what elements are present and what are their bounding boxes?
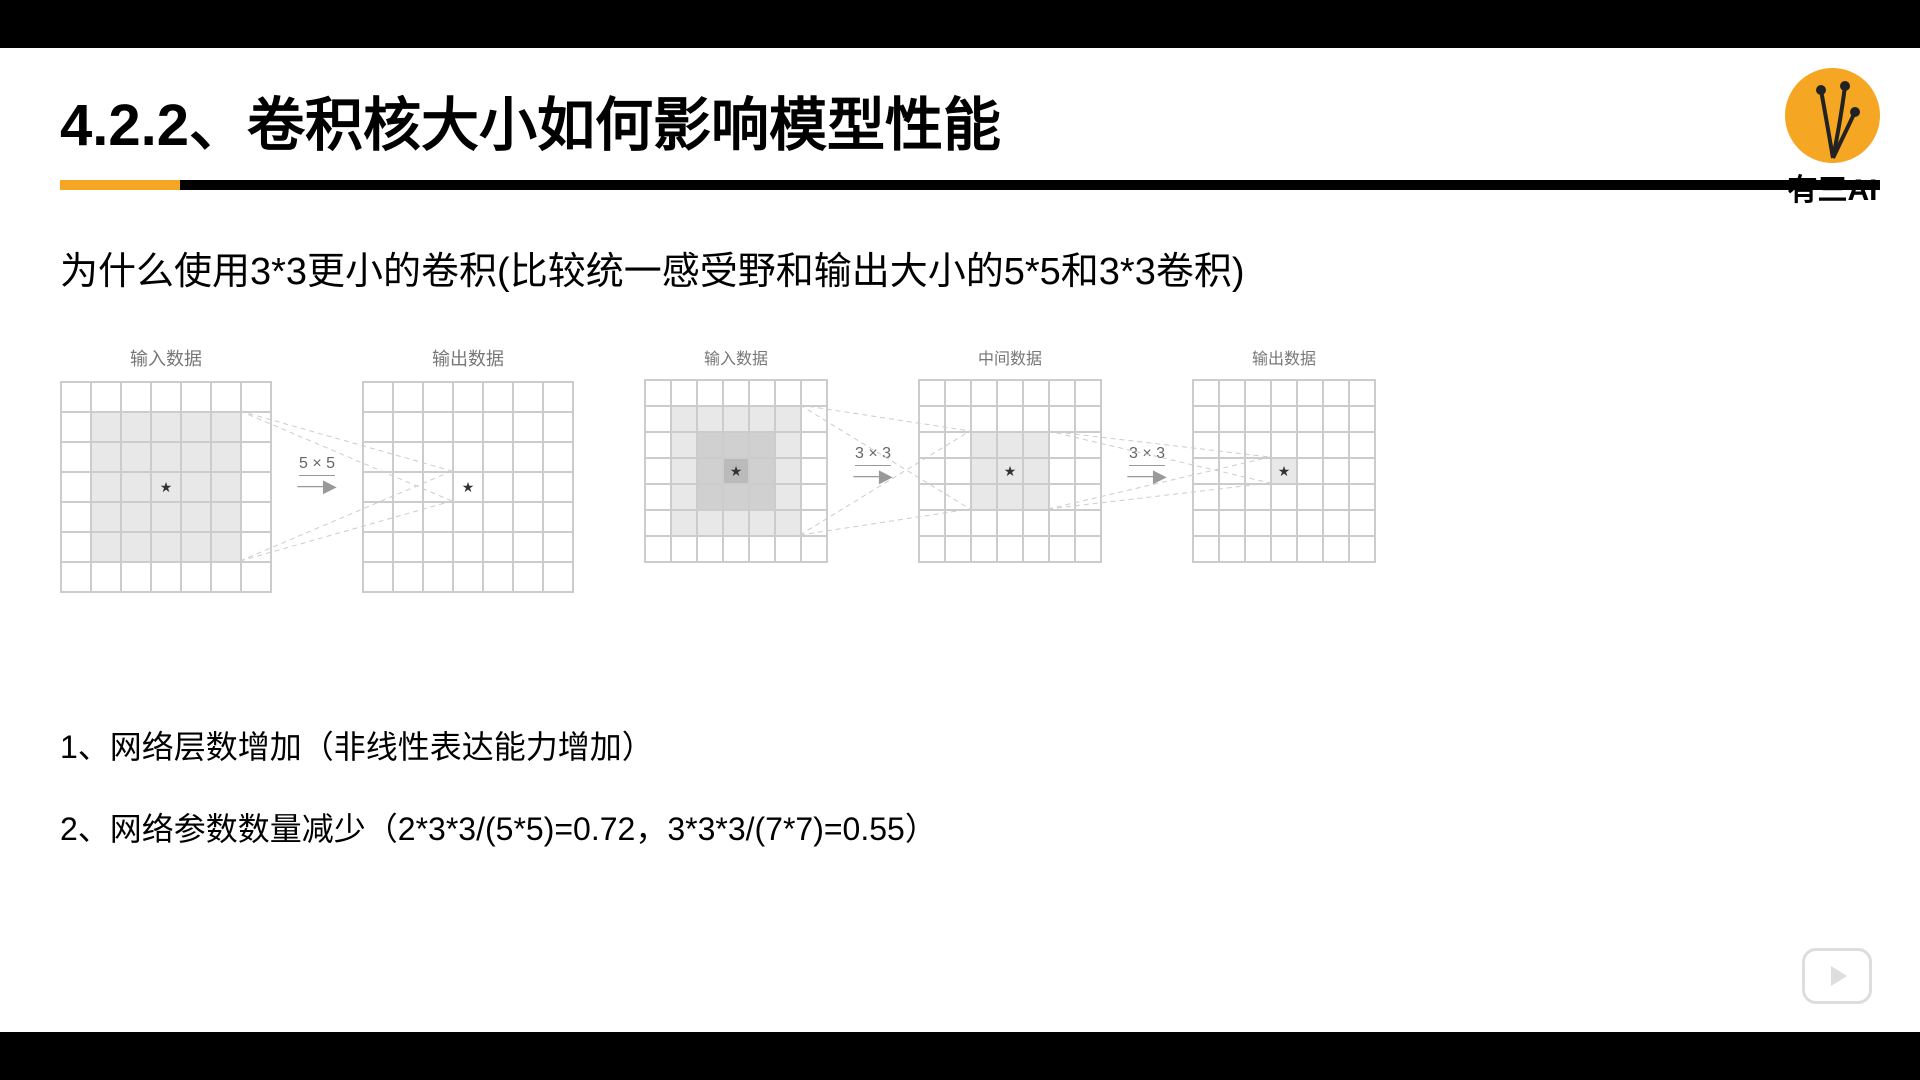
grid-block: 输出数据 ★ — [362, 345, 574, 593]
logo-icon — [1785, 68, 1880, 163]
bullet-item: 2、网络参数数量减少（2*3*3/(5*5)=0.72，3*3*3/(7*7)=… — [60, 797, 1860, 861]
slide-subtitle: 为什么使用3*3更小的卷积(比较统一感受野和输出大小的5*5和3*3卷积) — [60, 240, 1860, 295]
arrow-icon: ──▶ — [1102, 466, 1192, 487]
slide-title: 4.2.2、卷积核大小如何影响模型性能 — [60, 78, 1860, 162]
feature-grid: ★ — [362, 381, 574, 593]
feature-grid: ★ — [644, 379, 828, 563]
divider-main — [180, 180, 1880, 190]
conv-arrow: 5 × 5──▶ — [272, 345, 362, 497]
convolution-diagrams: 输入数据★5 × 5──▶输出数据★输入数据★3 × 3──▶中间数据★3 × … — [60, 345, 1860, 645]
bullet-list: 1、网络层数增加（非线性表达能力增加） 2、网络参数数量减少（2*3*3/(5*… — [60, 715, 1860, 861]
slide-content: 为什么使用3*3更小的卷积(比较统一感受野和输出大小的5*5和3*3卷积) 输入… — [0, 190, 1920, 861]
play-icon[interactable] — [1802, 948, 1872, 1004]
arrow-label: 3 × 3 — [855, 445, 891, 466]
conv-arrow: 3 × 3──▶ — [828, 345, 918, 487]
grid-block: 输入数据 ★ — [644, 345, 828, 563]
slide-header: 4.2.2、卷积核大小如何影响模型性能 有三AI — [0, 48, 1920, 162]
grid-label: 中间数据 — [918, 345, 1102, 369]
grid-label: 输出数据 — [362, 345, 574, 371]
divider-accent — [60, 180, 180, 190]
feature-grid: ★ — [1192, 379, 1376, 563]
conv-arrow: 3 × 3──▶ — [1102, 345, 1192, 487]
bullet-item: 1、网络层数增加（非线性表达能力增加） — [60, 715, 1860, 779]
grid-label: 输入数据 — [60, 345, 272, 371]
feature-grid: ★ — [60, 381, 272, 593]
arrow-label: 3 × 3 — [1129, 445, 1165, 466]
feature-grid: ★ — [918, 379, 1102, 563]
grid-block: 中间数据 ★ — [918, 345, 1102, 563]
title-divider — [60, 180, 1880, 190]
grid-label: 输入数据 — [644, 345, 828, 369]
grid-label: 输出数据 — [1192, 345, 1376, 369]
arrow-label: 5 × 5 — [299, 455, 335, 476]
grid-block: 输出数据 ★ — [1192, 345, 1376, 563]
arrow-icon: ──▶ — [828, 466, 918, 487]
slide: 4.2.2、卷积核大小如何影响模型性能 有三AI 为什么使用3*3更小的卷积(比… — [0, 48, 1920, 1032]
grid-block: 输入数据 ★ — [60, 345, 272, 593]
arrow-icon: ──▶ — [272, 476, 362, 497]
